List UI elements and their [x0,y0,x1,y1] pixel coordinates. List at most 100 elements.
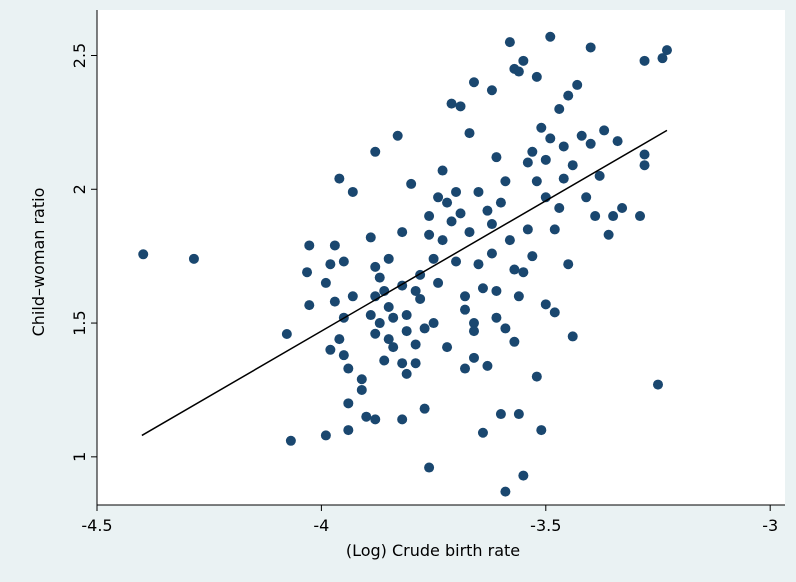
point [522,224,533,235]
point [343,398,354,409]
point [370,261,381,272]
point [406,178,417,189]
point [491,285,502,296]
point [477,427,488,438]
point [415,293,426,304]
point [522,157,533,168]
point [451,186,462,197]
point [401,368,412,379]
point [585,138,596,149]
point [513,409,524,420]
point [356,374,367,385]
point [347,186,358,197]
point [464,227,475,238]
point [304,240,315,251]
point [536,425,547,436]
y-tick-label: 2.5 [70,43,89,68]
point [572,79,583,90]
point [442,197,453,208]
point [424,229,435,240]
point [518,267,529,278]
point [374,272,385,283]
point [325,259,336,270]
point [383,334,394,345]
point [652,379,663,390]
x-axis-title: (Log) Crude birth rate [346,541,520,560]
point [437,235,448,246]
point [379,355,390,366]
y-tick-label: 1.5 [70,310,89,335]
point [486,219,497,230]
point [388,312,399,323]
point [536,122,547,133]
point [639,55,650,66]
point [281,329,292,340]
point [531,176,542,187]
point [549,224,560,235]
point [347,291,358,302]
x-tick-label: -3 [762,516,778,535]
point [383,302,394,312]
point [304,300,315,311]
point [343,363,354,374]
point [374,318,385,329]
point [442,342,453,353]
point [433,277,444,288]
x-tick-label: -4 [313,516,329,535]
x-tick-label: -4.5 [81,516,112,535]
point [419,403,430,414]
point [473,259,484,270]
point [495,409,506,420]
point [567,160,578,171]
point [460,291,471,302]
point [581,192,592,203]
point [590,211,601,222]
point [410,358,421,369]
point [343,425,354,436]
fit-line [141,129,668,437]
point [388,342,399,353]
point [320,277,331,288]
point [500,323,511,334]
x-tick-label: -3.5 [530,516,561,535]
point [446,98,457,109]
point [635,211,646,222]
point [302,267,313,278]
point [661,45,672,56]
point [451,256,462,267]
point [599,125,610,136]
point [370,328,381,339]
point [495,197,506,208]
point [424,462,435,473]
point [370,414,381,425]
point [397,358,408,369]
point [531,71,542,82]
point [419,323,430,334]
point [545,31,556,42]
point [410,339,421,350]
point [329,296,340,307]
point [513,66,524,77]
point [486,85,497,96]
point [603,229,614,240]
point [428,253,439,264]
point [455,208,466,219]
point [464,128,475,139]
point [401,326,412,337]
point [473,186,484,197]
point [468,77,479,88]
point [639,149,650,160]
plot-area [97,10,785,505]
point [334,173,345,184]
point [482,205,493,216]
point [513,291,524,302]
point [365,232,376,243]
point [585,42,596,53]
point [455,101,466,112]
point [576,130,587,141]
point [361,411,372,422]
point [608,211,619,222]
point [334,334,345,345]
point [504,235,515,246]
